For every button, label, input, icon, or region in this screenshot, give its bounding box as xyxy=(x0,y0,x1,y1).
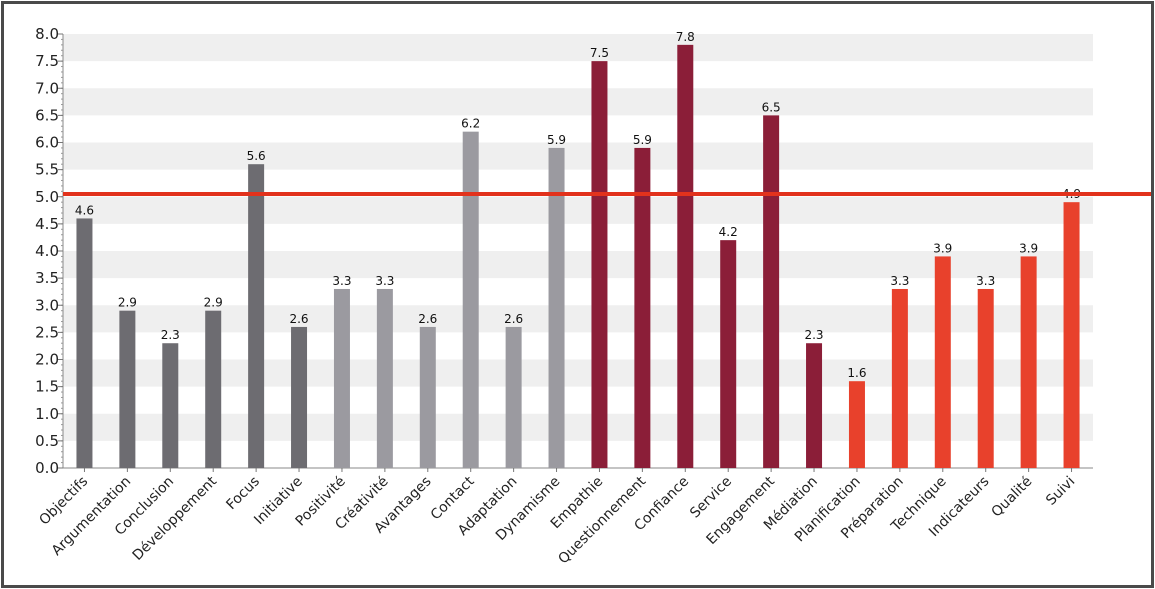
y-tick-label: 5.5 xyxy=(35,161,59,179)
data-label: 2.9 xyxy=(118,296,137,310)
bar-service xyxy=(720,240,737,468)
grid-band xyxy=(63,142,1093,170)
bar-initiative xyxy=(291,326,308,468)
data-label: 6.5 xyxy=(762,100,781,114)
data-label: 5.9 xyxy=(547,133,566,147)
y-tick-label: 0.5 xyxy=(35,432,59,450)
bar-contact xyxy=(462,131,479,468)
bar-argumentation xyxy=(119,310,136,468)
bar-empathie xyxy=(591,61,608,468)
data-label: 2.6 xyxy=(504,312,523,326)
data-labels: 4.6 2.9 2.3 2.9 5.6 2.6 3.3 3.3 2.6 6.2 2.6 5.9 7.5 5… xyxy=(75,30,1081,380)
data-label: 3.3 xyxy=(332,274,351,288)
data-label: 3.9 xyxy=(933,241,952,255)
x-tick-label: Focus xyxy=(223,474,263,514)
bar-chart: 4.6 2.9 2.3 2.9 5.6 2.6 3.3 3.3 2.6 6.2 2.6 5.9 7.5 5… xyxy=(35,25,1151,567)
bar-créativité xyxy=(376,288,393,468)
bar-développement xyxy=(205,310,222,468)
data-label: 2.6 xyxy=(418,312,437,326)
data-label: 3.9 xyxy=(1019,241,1038,255)
bars xyxy=(76,44,1080,469)
bar-adaptation xyxy=(505,326,522,468)
bar-engagement xyxy=(763,115,780,468)
data-label: 5.9 xyxy=(633,133,652,147)
y-tick-label: 6.0 xyxy=(35,134,59,152)
y-tick-label: 7.5 xyxy=(35,52,59,70)
y-tick-label: 4.0 xyxy=(35,242,59,260)
data-label: 2.9 xyxy=(204,296,223,310)
y-tick-label: 1.5 xyxy=(35,378,59,396)
x-tick-labels: ObjectifsArgumentationConclusionDévelopp… xyxy=(36,473,1078,567)
bar-indicateurs xyxy=(977,288,994,468)
bar-questionnement xyxy=(634,147,651,469)
bar-conclusion xyxy=(162,343,179,468)
y-tick-label: 6.5 xyxy=(35,106,59,124)
grid-band xyxy=(63,196,1093,224)
bar-avantages xyxy=(419,326,436,468)
grid-band xyxy=(63,413,1093,441)
data-label: 1.6 xyxy=(847,366,866,380)
bar-focus xyxy=(248,164,265,468)
bar-médiation xyxy=(806,343,823,468)
x-tick-label: Qualité xyxy=(989,474,1036,521)
bar-technique xyxy=(934,256,951,468)
y-tick-label: 3.5 xyxy=(35,269,59,287)
data-label: 3.3 xyxy=(976,274,995,288)
bar-suivi xyxy=(1063,202,1080,469)
y-tick-label: 0.0 xyxy=(35,459,59,477)
data-label: 3.3 xyxy=(890,274,909,288)
y-tick-label: 5.0 xyxy=(35,188,59,206)
axes xyxy=(58,33,1093,472)
data-label: 4.6 xyxy=(75,203,94,217)
bar-objectifs xyxy=(76,218,93,468)
y-tick-label: 4.5 xyxy=(35,215,59,233)
bar-dynamisme xyxy=(548,147,565,469)
grid-band xyxy=(63,359,1093,387)
data-label: 7.8 xyxy=(676,30,695,44)
y-tick-label: 1.0 xyxy=(35,405,59,423)
bar-positivité xyxy=(333,288,350,468)
y-tick-label: 2.5 xyxy=(35,323,59,341)
data-label: 2.3 xyxy=(161,328,180,342)
bar-confiance xyxy=(677,44,694,468)
data-label: 7.5 xyxy=(590,46,609,60)
grid-band xyxy=(63,88,1093,116)
data-label: 5.6 xyxy=(247,149,266,163)
x-tick-label: Argumentation xyxy=(49,474,134,559)
data-label: 4.2 xyxy=(719,225,738,239)
y-tick-labels: 0.0 0.5 1.0 1.5 2.0 2.5 3.0 3.5 4.0 4.5 5.0 5.5 6.0 6… xyxy=(35,25,59,477)
y-tick-label: 2.0 xyxy=(35,351,59,369)
data-label: 6.2 xyxy=(461,117,480,131)
data-label: 2.3 xyxy=(804,328,823,342)
grid-band xyxy=(63,251,1093,279)
data-label: 3.3 xyxy=(375,274,394,288)
bar-qualité xyxy=(1020,256,1037,468)
y-tick-label: 8.0 xyxy=(35,25,59,43)
grid-band xyxy=(63,34,1093,62)
bar-planification xyxy=(848,381,865,468)
y-tick-label: 3.0 xyxy=(35,296,59,314)
y-tick-label: 7.0 xyxy=(35,79,59,97)
data-label: 2.6 xyxy=(289,312,308,326)
grid-bands xyxy=(63,34,1093,441)
bar-préparation xyxy=(891,288,908,468)
grid-band xyxy=(63,305,1093,333)
x-tick-label: Suivi xyxy=(1043,474,1078,509)
